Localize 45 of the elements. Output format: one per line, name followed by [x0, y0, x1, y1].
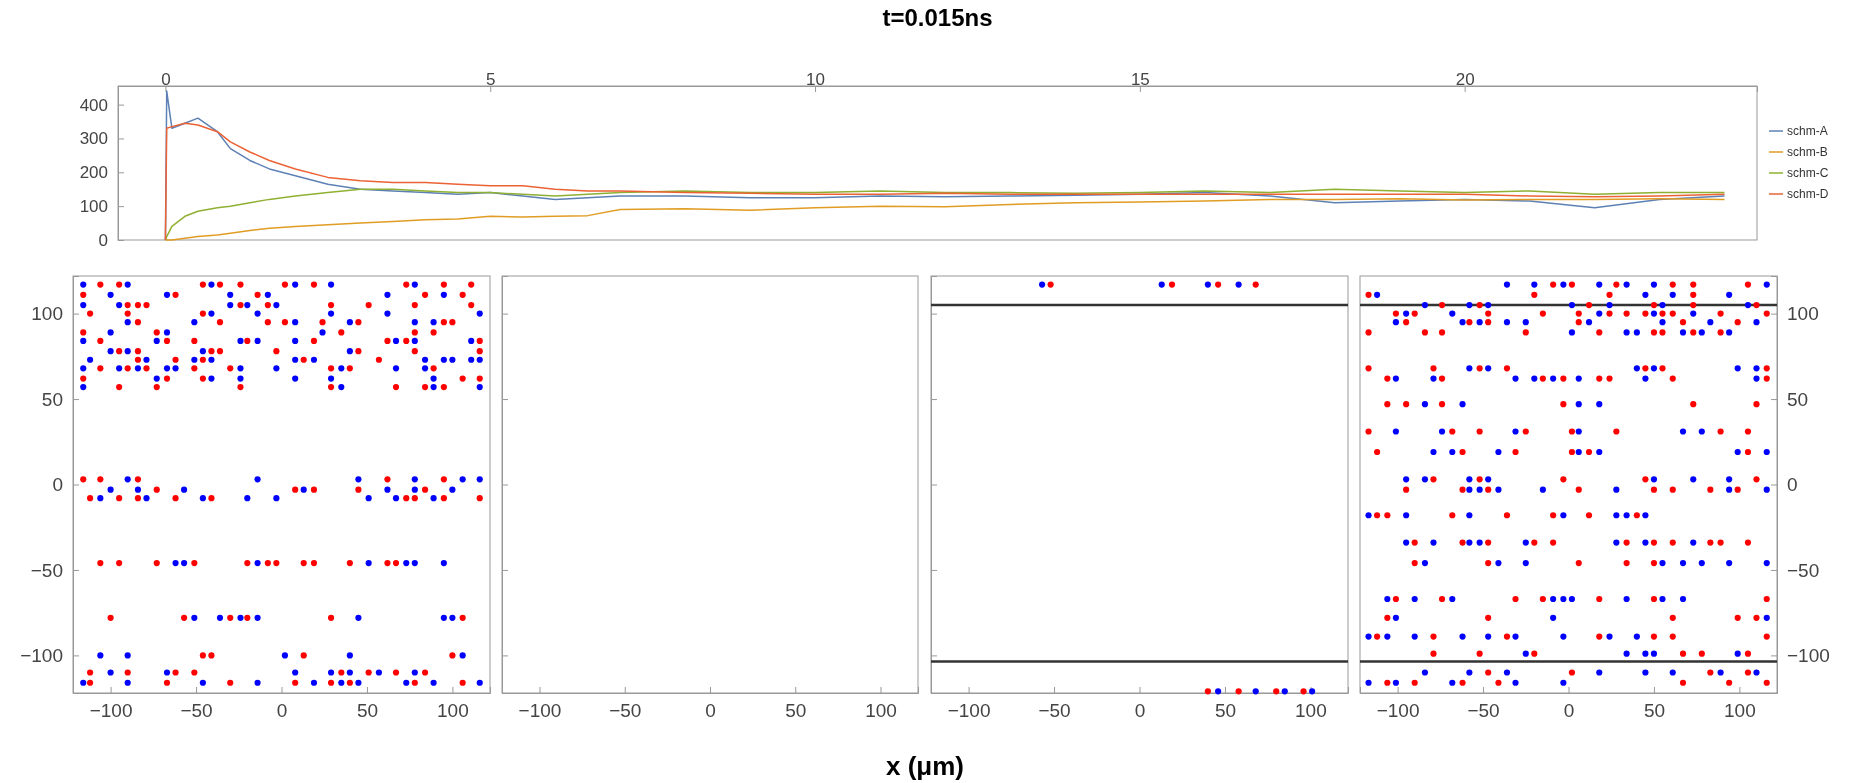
y-tick-label: −50	[30, 559, 63, 581]
x-tick-label: 100	[1295, 699, 1327, 721]
x-tick-label: 10	[806, 69, 826, 89]
x-tick-label: −50	[180, 699, 213, 721]
y-tick-label: 50	[41, 388, 63, 410]
x-tick-label: 100	[865, 699, 897, 721]
y-tick-label: 100	[1787, 303, 1819, 325]
legend-label: schm-B	[1787, 145, 1828, 159]
x-tick-label: −50	[1467, 699, 1500, 721]
y-tick-label: 50	[1787, 388, 1809, 410]
x-tick-label: 50	[356, 699, 379, 721]
y-tick-label: −100	[20, 644, 63, 666]
x-tick-label: 0	[161, 69, 171, 89]
x-tick-label: −50	[609, 699, 642, 721]
y-tick-label: 100	[31, 303, 63, 325]
legend-label: schm-A	[1787, 124, 1828, 138]
y-tick-label: 400	[79, 95, 108, 115]
x-tick-label: 0	[705, 699, 716, 721]
x-tick-label: −100	[1376, 699, 1420, 721]
x-tick-label: 15	[1130, 69, 1150, 89]
y-tick-label: −100	[1787, 644, 1830, 666]
x-tick-label: 0	[1134, 699, 1146, 721]
y-tick-label: −50	[1787, 559, 1820, 581]
x-tick-label: 50	[1214, 699, 1237, 721]
y-tick-label: 300	[79, 129, 108, 149]
y-tick-label: 0	[1787, 474, 1798, 496]
x-tick-label: −100	[518, 699, 562, 721]
x-tick-label: 5	[486, 69, 496, 89]
x-tick-label: 100	[437, 699, 469, 721]
x-axis-title: x (μm)	[885, 751, 965, 781]
x-tick-label: 100	[1724, 699, 1756, 721]
x-tick-label: 50	[785, 699, 807, 721]
x-tick-label: 50	[1643, 699, 1666, 721]
y-tick-label: 200	[79, 163, 108, 183]
x-tick-label: −100	[947, 699, 991, 721]
x-tick-label: 20	[1455, 69, 1475, 89]
legend-label: schm-C	[1787, 166, 1829, 180]
y-tick-label: 0	[52, 474, 63, 496]
y-tick-label: 0	[98, 230, 108, 250]
x-tick-label: 0	[1563, 699, 1575, 721]
x-tick-label: 0	[276, 699, 288, 721]
y-tick-label: 100	[79, 197, 108, 217]
chart-title: t=0.015ns	[882, 4, 993, 31]
legend-label: schm-D	[1787, 187, 1829, 201]
x-tick-label: −50	[1038, 699, 1071, 721]
